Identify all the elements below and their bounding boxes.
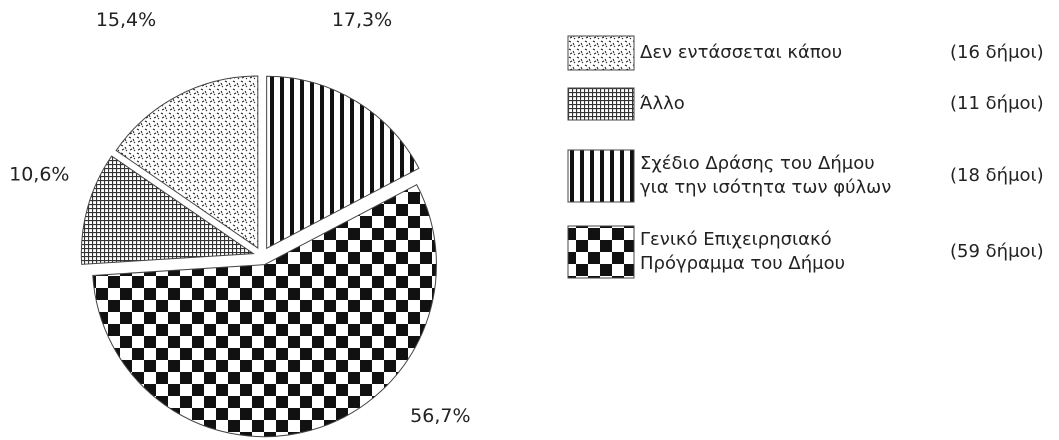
- slice-label: 10,6%: [9, 163, 69, 185]
- legend-label: Δεν εντάσσεται κάπου: [640, 42, 843, 63]
- legend-label: Σχέδιο Δράσης του Δήμου για την ισότητα …: [640, 153, 892, 198]
- legend-count: (11 δήμοι): [950, 93, 1044, 114]
- legend-swatch: [567, 87, 635, 121]
- pie-slice: [92, 183, 437, 438]
- slice-label: 15,4%: [96, 9, 156, 31]
- pie-slice: [115, 75, 259, 249]
- legend-count: (16 δήμοι): [950, 42, 1044, 63]
- legend-swatch: [567, 35, 635, 71]
- legend-swatch: [567, 149, 635, 203]
- pie-slice: [266, 75, 420, 250]
- legend-count: (18 δήμοι): [950, 165, 1044, 186]
- slice-label: 17,3%: [332, 9, 392, 31]
- slice-label: 56,7%: [410, 405, 470, 427]
- legend-count: (59 δήμοι): [950, 241, 1044, 262]
- legend-label: Άλλο: [640, 93, 685, 114]
- pie-slice: [80, 155, 255, 265]
- legend-swatch: [567, 225, 635, 279]
- legend-label: Γενικό Επιχειρησιακό Πρόγραμμα του Δήμου: [640, 229, 845, 274]
